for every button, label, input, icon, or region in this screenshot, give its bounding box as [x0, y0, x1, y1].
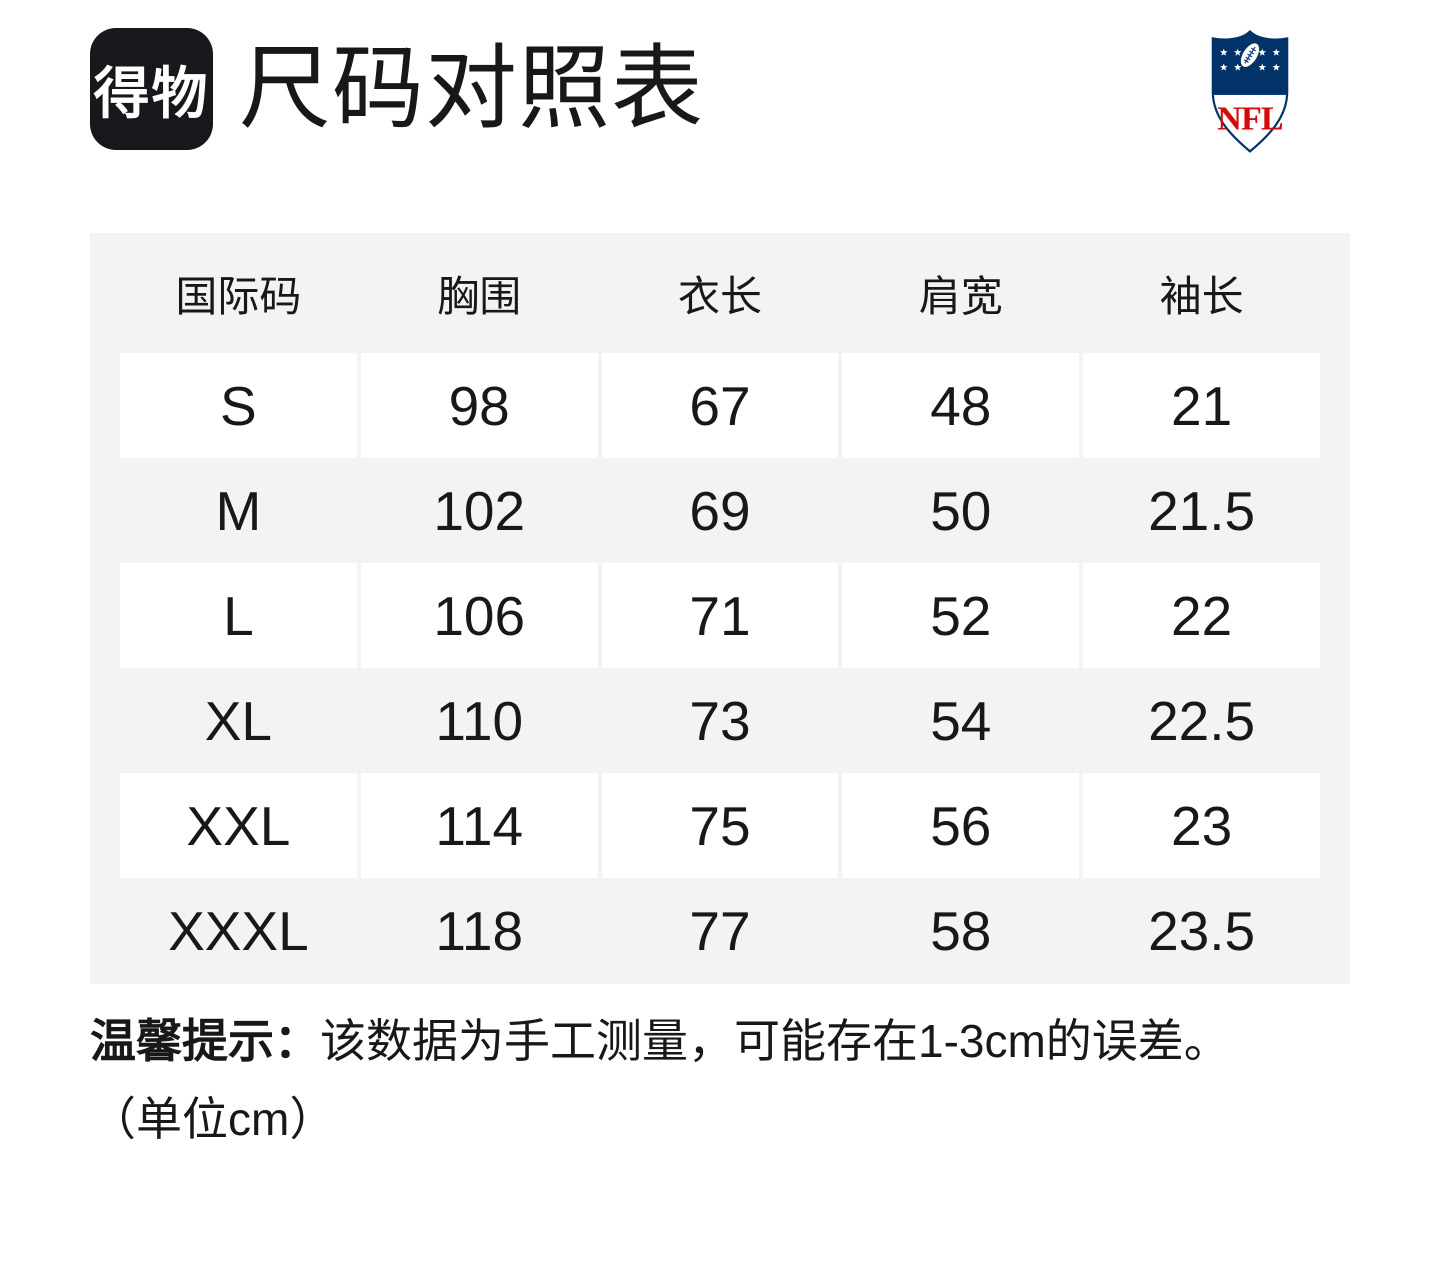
page-title: 尺码对照表	[239, 38, 705, 140]
size-cell: 118	[435, 899, 524, 962]
size-cell: 22.5	[1148, 689, 1256, 752]
size-cell: 54	[930, 689, 992, 752]
size-table: 国际码 胸围 衣长 肩宽 袖长 S 98 67 48 21 M 102 69 5…	[90, 233, 1350, 984]
size-cell: 23.5	[1148, 899, 1256, 962]
note-units: （单位cm）	[90, 1093, 336, 1145]
dewu-logo: 得物	[90, 28, 213, 150]
nfl-football-icon	[1240, 43, 1260, 67]
table-row-m: M 102 69 50 21.5	[120, 458, 1320, 563]
size-cell: 21.5	[1148, 479, 1256, 542]
size-label: XXL	[120, 773, 357, 878]
size-cell: 52	[842, 563, 1080, 668]
size-cell: 75	[601, 773, 839, 878]
size-cell: 69	[689, 479, 751, 542]
column-header-shoulder: 肩宽	[918, 272, 1003, 320]
size-cell: 73	[689, 689, 751, 752]
column-header-sleeve: 袖长	[1159, 272, 1244, 320]
table-row-xxl: XXL 114 75 56 23	[120, 773, 1320, 878]
table-row-xl: XL 110 73 54 22.5	[120, 668, 1320, 773]
column-header-size: 国际码	[175, 272, 302, 320]
size-cell: 50	[930, 479, 992, 542]
table-header-row: 国际码 胸围 衣长 肩宽 袖长	[120, 233, 1320, 353]
size-cell: 102	[433, 479, 526, 542]
size-label: XXXL	[168, 899, 309, 962]
size-cell: 56	[842, 773, 1080, 878]
size-cell: 110	[435, 689, 524, 752]
size-label: S	[120, 353, 357, 458]
page-header: 得物 尺码对照表	[90, 28, 704, 150]
size-cell: 71	[601, 563, 839, 668]
size-cell: 58	[930, 899, 992, 962]
size-cell: 106	[360, 563, 598, 668]
size-cell: 67	[601, 353, 839, 458]
size-cell: 98	[360, 353, 598, 458]
size-cell: 48	[842, 353, 1080, 458]
size-label: M	[215, 479, 262, 542]
nfl-logo-text: NFL	[1217, 101, 1283, 138]
table-row-s: S 98 67 48 21	[120, 353, 1320, 458]
dewu-logo-text: 得物	[93, 61, 210, 125]
size-cell: 23	[1083, 773, 1320, 878]
column-header-chest: 胸围	[437, 272, 522, 320]
column-header-length: 衣长	[677, 272, 762, 320]
size-cell: 114	[360, 773, 598, 878]
size-label: L	[120, 563, 357, 668]
table-row-xxxl: XXXL 118 77 58 23.5	[120, 878, 1320, 983]
nfl-shield-icon: NFL	[1211, 30, 1289, 153]
size-cell: 22	[1083, 563, 1320, 668]
note-text: 该数据为手工测量，可能存在1-3cm的误差。	[320, 1015, 1230, 1067]
note-label: 温馨提示：	[90, 1015, 320, 1067]
table-row-l: L 106 71 52 22	[120, 563, 1320, 668]
size-cell: 77	[689, 899, 751, 962]
size-cell: 21	[1083, 353, 1320, 458]
measurement-note: 温馨提示：该数据为手工测量，可能存在1-3cm的误差。 （单位cm）	[90, 1002, 1370, 1158]
size-label: XL	[204, 689, 273, 752]
